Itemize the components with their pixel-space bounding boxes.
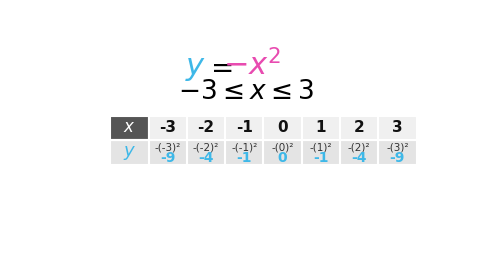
Text: 2: 2 <box>354 120 364 135</box>
Text: -4: -4 <box>198 151 214 165</box>
Text: $y$: $y$ <box>185 52 206 83</box>
Bar <box>110 116 149 140</box>
Bar <box>110 140 417 165</box>
Text: $x$: $x$ <box>123 119 136 136</box>
Text: -(2)²: -(2)² <box>348 142 371 152</box>
Text: -(3)²: -(3)² <box>386 142 408 152</box>
Text: $=$: $=$ <box>205 53 233 81</box>
Text: -(0)²: -(0)² <box>271 142 294 152</box>
Text: -(-2)²: -(-2)² <box>193 142 219 152</box>
Text: -(-3)²: -(-3)² <box>155 142 181 152</box>
Text: -1: -1 <box>313 151 329 165</box>
Text: 3: 3 <box>392 120 403 135</box>
Text: $y$: $y$ <box>123 144 136 161</box>
Text: -9: -9 <box>390 151 405 165</box>
Bar <box>110 116 417 140</box>
Text: 0: 0 <box>278 151 288 165</box>
Text: 0: 0 <box>277 120 288 135</box>
Text: $-x^2$: $-x^2$ <box>223 50 281 83</box>
Text: 1: 1 <box>315 120 326 135</box>
Text: -(1)²: -(1)² <box>310 142 332 152</box>
Text: -4: -4 <box>351 151 367 165</box>
Text: -(-1)²: -(-1)² <box>231 142 257 152</box>
Text: $-3 \leq x \leq 3$: $-3 \leq x \leq 3$ <box>178 79 314 104</box>
Text: -2: -2 <box>197 120 215 135</box>
Text: -3: -3 <box>159 120 176 135</box>
Text: -1: -1 <box>236 120 253 135</box>
Text: -9: -9 <box>160 151 176 165</box>
Text: -1: -1 <box>237 151 252 165</box>
